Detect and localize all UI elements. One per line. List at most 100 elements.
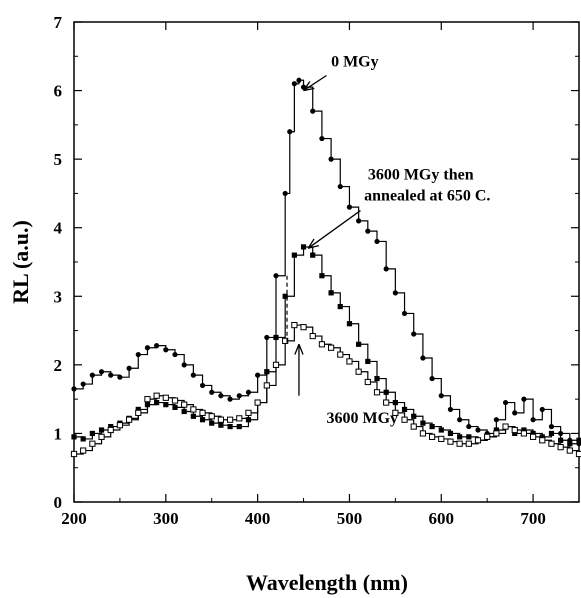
series-2 (70, 321, 581, 458)
data-point (575, 450, 581, 458)
data-point (502, 399, 509, 406)
data-point (135, 409, 142, 416)
x-tick-label: 200 (61, 509, 87, 528)
data-point (190, 413, 196, 419)
data-point (89, 440, 96, 447)
data-point (557, 444, 564, 451)
data-point (291, 252, 297, 258)
annotation-3600-mgy-arrow-head (294, 344, 304, 355)
y-tick-label: 3 (54, 287, 63, 306)
annotation-3600-mgy: 3600 MGy (327, 410, 399, 427)
data-point (218, 393, 224, 399)
data-point (374, 238, 380, 245)
data-point (511, 426, 518, 434)
data-point (319, 135, 325, 142)
data-point (154, 399, 160, 406)
data-point (318, 341, 326, 348)
data-point (337, 351, 344, 358)
data-point (520, 430, 528, 437)
data-point (300, 244, 307, 250)
data-point (162, 394, 169, 401)
data-point (466, 434, 472, 440)
data-point (282, 337, 289, 344)
data-point (438, 427, 444, 433)
data-point (135, 351, 141, 358)
data-point (199, 409, 206, 416)
data-point (108, 423, 114, 430)
data-point (392, 290, 398, 296)
data-point (144, 345, 151, 351)
annotation-0-mgy-arrow-line (303, 74, 327, 92)
data-point (493, 427, 499, 433)
data-point (80, 381, 86, 387)
data-point (273, 334, 279, 341)
data-point (328, 156, 334, 162)
series-layer (70, 77, 581, 458)
data-point (181, 401, 188, 408)
data-point (282, 190, 288, 197)
data-point (456, 440, 463, 447)
data-point (328, 290, 334, 296)
x-tick-label: 300 (153, 509, 179, 528)
annotation-annealed-arrow-head (307, 238, 319, 249)
data-point (512, 410, 518, 416)
data-point (117, 374, 123, 380)
data-point (457, 417, 463, 423)
annotation-0-mgy-arrow-head (303, 81, 315, 92)
annotation-annealed-line2: annealed at 650 C. (364, 187, 490, 204)
data-point (126, 365, 132, 371)
data-point (190, 406, 197, 413)
data-point (484, 433, 491, 440)
y-tick-label: 1 (54, 424, 63, 443)
data-point (287, 129, 293, 135)
data-point (428, 433, 436, 440)
data-point (392, 409, 399, 416)
data-point (447, 430, 454, 437)
data-point (319, 273, 325, 279)
data-point (89, 430, 95, 437)
x-tick-label: 400 (245, 509, 271, 528)
data-point (264, 334, 270, 341)
data-point (217, 416, 225, 423)
x-tick-label: 600 (429, 509, 455, 528)
data-point (548, 423, 555, 430)
data-point (291, 81, 297, 87)
data-point (245, 417, 252, 423)
data-point (365, 358, 371, 365)
data-point (337, 183, 343, 190)
annotation-annealed-line1: 3600 MGy then (368, 167, 474, 184)
data-point (327, 344, 335, 351)
data-point (466, 423, 472, 430)
data-point (209, 420, 215, 426)
data-point (227, 396, 233, 402)
data-point (429, 375, 435, 382)
data-point (512, 430, 518, 437)
data-point (71, 386, 77, 392)
data-point (465, 440, 472, 447)
data-point (310, 108, 316, 114)
data-point (291, 321, 298, 329)
data-point (364, 378, 371, 386)
data-point (107, 426, 114, 434)
data-point (89, 372, 95, 378)
data-point (153, 392, 160, 399)
data-point (310, 252, 316, 258)
y-tick-label: 4 (54, 219, 63, 238)
x-axis-title: Wavelength (nm) (246, 570, 408, 595)
data-point (227, 423, 233, 430)
data-point (181, 362, 187, 368)
data-point (502, 423, 509, 430)
data-point (236, 415, 243, 422)
data-point (199, 417, 206, 423)
data-point (475, 427, 481, 433)
data-point (245, 409, 252, 416)
data-point (135, 406, 141, 413)
data-point (272, 361, 280, 368)
y-axis-title: RL (a.u.) (8, 220, 33, 304)
series-line (74, 79, 580, 444)
data-point (263, 382, 270, 389)
data-point (98, 369, 105, 375)
data-point (356, 218, 362, 224)
data-point (208, 413, 215, 420)
